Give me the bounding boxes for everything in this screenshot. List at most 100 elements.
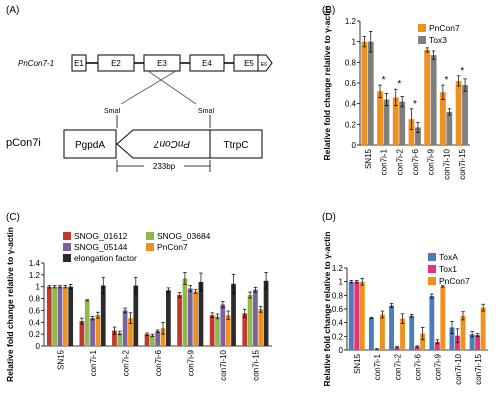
bar-tox3 [367, 41, 374, 145]
y-tick-label: 0.6 [332, 305, 344, 314]
x-category-label: SN15 [364, 148, 373, 169]
bar-snog-05144 [57, 286, 63, 346]
x-category-label: con7i-10 [219, 349, 228, 380]
y-tick-label: 1.4 [29, 259, 41, 268]
x-category-label: con7i-15 [474, 353, 483, 384]
x-category-label: con7i-15 [252, 349, 261, 380]
d-y-axis-title: Relative fold change relative to γ-actin [322, 232, 332, 387]
exon-2-label: E2 [111, 59, 121, 68]
x-category-label: con7i-1 [373, 353, 382, 380]
y-tick-label: 0.8 [29, 295, 41, 304]
bar-pncon7 [400, 318, 406, 350]
bar-tox3 [446, 111, 453, 145]
significance-asterisk: * [413, 99, 417, 110]
bar-snog-01612 [209, 315, 215, 346]
bar-tox1 [434, 341, 440, 350]
bar-snog-01612 [177, 295, 182, 346]
b-y-axis-title: Relative fold change relative to γ-actin [322, 6, 332, 161]
bar-pncon7 [460, 315, 466, 350]
y-tick-label: 0.2 [332, 332, 344, 341]
bar-elongation-factor [68, 286, 74, 346]
bar-elongation-factor [100, 285, 106, 346]
bar-toxa [389, 305, 395, 350]
bar-elongation-factor [133, 285, 139, 346]
bar-pncon7 [440, 286, 446, 350]
y-tick-label: 0.8 [345, 58, 357, 67]
x-category-label: con7i-1 [89, 349, 98, 376]
legend-label: Tox3 [429, 35, 447, 45]
y-tick-label: 0.2 [29, 330, 41, 339]
bar-snog-03684 [182, 278, 188, 346]
legend-swatch [428, 277, 436, 285]
significance-asterisk: * [382, 75, 386, 86]
exon-1-label: E1 [74, 59, 84, 68]
bar-snog-05144 [122, 310, 128, 346]
bar-snog-03684 [215, 316, 220, 346]
x-category-label: con7i-6 [411, 148, 420, 175]
bar-pncon7 [439, 92, 446, 145]
bar-tox1 [394, 347, 400, 350]
bar-tox1 [354, 281, 360, 350]
bar-tox1 [414, 346, 420, 350]
construct-name: pCon7i [6, 137, 41, 149]
exon-1-box [71, 54, 87, 72]
bar-pncon7 [359, 281, 365, 350]
chart-c: 0 0.2 0.4 0.6 0.8 1 1.2 1.4 Relative fold change… [5, 227, 272, 382]
legend-swatch [63, 254, 71, 262]
legend-swatch [146, 232, 154, 240]
exon-4-box [189, 54, 225, 72]
bar-pncon7 [95, 315, 101, 346]
bar-pncon7 [193, 291, 198, 346]
bar-pncon7 [225, 315, 231, 346]
legend-swatch [428, 253, 436, 261]
bar-tox3 [383, 99, 390, 145]
legend-label: SNOG_05144 [74, 242, 128, 252]
bar-tox3 [462, 85, 468, 145]
bar-snog-01612 [79, 321, 85, 346]
smai-right-label: SmaI [198, 108, 214, 115]
bar-snog-05144 [155, 331, 161, 346]
bar-toxa [429, 296, 435, 350]
y-tick-label: 1.2 [29, 271, 41, 280]
bar-pncon7 [424, 49, 431, 145]
bar-pncon7 [420, 333, 426, 350]
x-category-label: con7i-9 [427, 148, 436, 175]
mapping-line-left [147, 70, 197, 105]
x-category-label: con7i-6 [154, 349, 163, 376]
x-category-label: SN15 [353, 353, 362, 374]
bar-toxa [368, 317, 374, 350]
legend-label: ToxA [439, 252, 458, 262]
legend-label: PnCon7 [429, 23, 460, 33]
bar-tox3 [430, 55, 437, 145]
bar-tox3 [399, 101, 406, 145]
bar-elongation-factor [198, 281, 204, 346]
panel-d-label: (D) [322, 212, 336, 223]
bar-snog-03684 [117, 332, 123, 346]
bar-snog-05144 [253, 289, 258, 346]
y-tick-label: 0.8 [332, 291, 344, 300]
exon-5-label: E5 [244, 59, 254, 68]
y-tick-label: 0 [352, 141, 357, 150]
y-tick-label: 0.4 [332, 319, 344, 328]
bar-snog-01612 [144, 334, 150, 346]
fragment-label-bg [144, 160, 184, 172]
y-tick-label: 0.2 [345, 120, 357, 129]
significance-asterisk: * [397, 79, 401, 90]
exon-4-label: E4 [202, 59, 212, 68]
bar-toxa [469, 334, 475, 350]
bar-snog-05144 [220, 304, 226, 346]
y-tick-label: 1 [352, 38, 357, 47]
chart-b: 0 0.2 0.4 0.6 0.8 1 1.2 Relative fold change re… [322, 6, 470, 180]
bar-pncon7 [408, 119, 415, 145]
bar-elongation-factor [166, 290, 171, 346]
exon-6-arrow [257, 54, 273, 72]
x-category-label: con7i-2 [395, 148, 404, 175]
exon-3-label: E3 [157, 59, 167, 68]
legend-label: SNOG_01612 [74, 231, 128, 241]
bar-snog-03684 [149, 335, 155, 346]
bar-elongation-factor [231, 283, 236, 346]
legend-swatch [63, 243, 71, 251]
legend-swatch [418, 24, 426, 32]
y-tick-label: 0 [36, 342, 41, 351]
